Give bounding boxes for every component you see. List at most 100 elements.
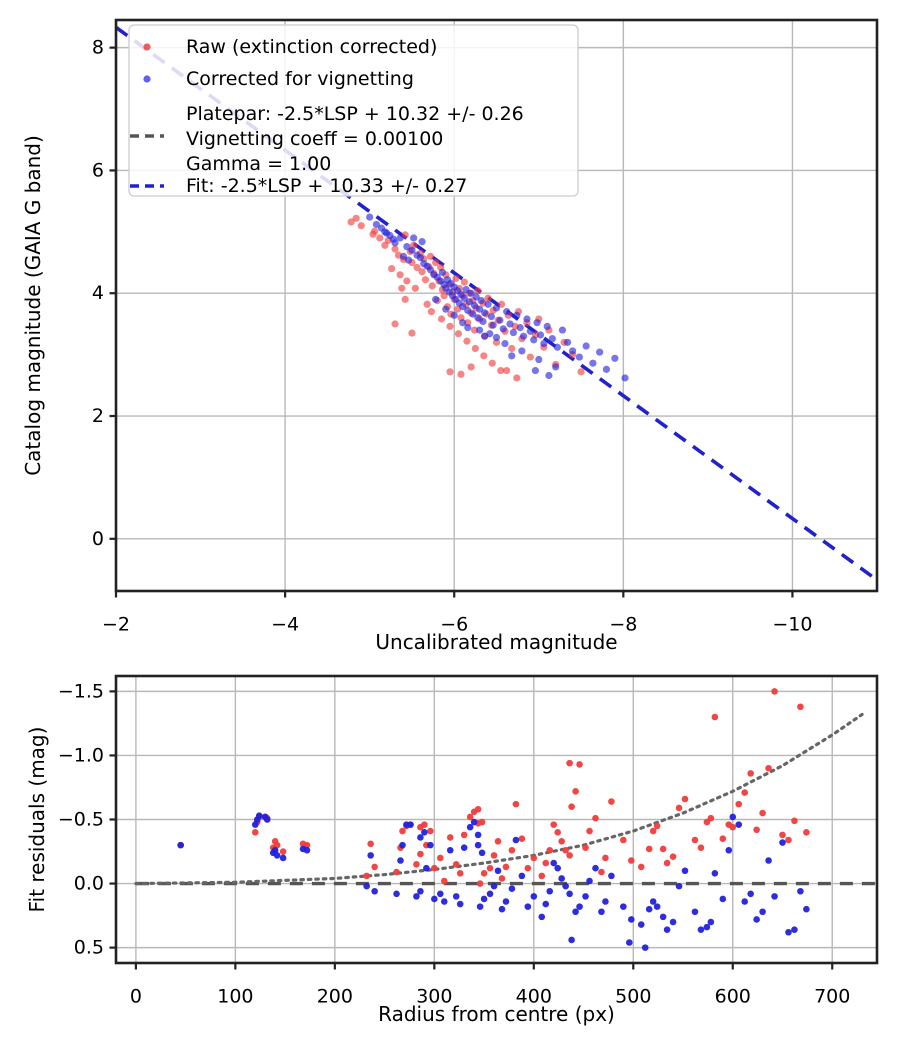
data-point bbox=[273, 852, 281, 859]
data-point bbox=[437, 890, 444, 898]
data-point bbox=[586, 827, 593, 835]
data-point bbox=[497, 366, 505, 375]
data-point bbox=[554, 829, 561, 836]
data-point bbox=[446, 834, 454, 841]
data-point bbox=[480, 895, 488, 903]
data-point bbox=[562, 882, 569, 890]
data-point bbox=[427, 308, 435, 316]
y-tick-label: 2 bbox=[92, 405, 104, 427]
data-point bbox=[598, 868, 605, 876]
data-point bbox=[393, 890, 400, 898]
data-point bbox=[797, 887, 804, 895]
data-point bbox=[413, 263, 421, 272]
data-point bbox=[437, 315, 446, 323]
data-point bbox=[464, 324, 472, 332]
data-point bbox=[404, 256, 413, 264]
data-point bbox=[785, 836, 792, 844]
data-point bbox=[608, 798, 615, 805]
data-point bbox=[432, 258, 440, 267]
data-point bbox=[418, 238, 426, 246]
data-point bbox=[479, 317, 487, 326]
data-point bbox=[602, 365, 611, 373]
line-vignetting-curve bbox=[134, 712, 864, 886]
data-point bbox=[372, 220, 381, 229]
data-point bbox=[572, 788, 579, 795]
x-axis-label: Radius from centre (px) bbox=[378, 1002, 615, 1026]
data-point bbox=[470, 301, 479, 310]
data-point bbox=[589, 359, 597, 367]
data-point bbox=[446, 322, 454, 330]
data-point bbox=[765, 764, 772, 772]
data-point bbox=[653, 903, 661, 910]
legend-box bbox=[128, 24, 579, 197]
data-point bbox=[741, 789, 748, 796]
data-point bbox=[681, 867, 689, 875]
data-point bbox=[480, 352, 488, 360]
y-tick-label: −1.5 bbox=[58, 680, 104, 702]
data-point bbox=[620, 836, 627, 844]
x-tick-label: 100 bbox=[217, 986, 253, 1008]
data-point bbox=[450, 311, 458, 319]
data-point bbox=[440, 877, 448, 885]
data-point bbox=[554, 864, 561, 872]
data-point bbox=[649, 827, 657, 835]
data-point bbox=[454, 330, 463, 338]
data-point bbox=[659, 845, 667, 853]
data-point bbox=[568, 803, 575, 810]
data-point bbox=[711, 713, 719, 721]
legend-label: Corrected for vignetting bbox=[186, 68, 414, 90]
data-point bbox=[669, 918, 677, 926]
data-point bbox=[725, 846, 733, 854]
data-point bbox=[645, 845, 653, 853]
data-point bbox=[558, 837, 565, 845]
data-point bbox=[177, 841, 184, 849]
data-point bbox=[592, 864, 599, 872]
data-point bbox=[459, 319, 467, 327]
data-point bbox=[663, 859, 671, 867]
data-point bbox=[492, 304, 501, 312]
data-point bbox=[747, 890, 754, 898]
data-point bbox=[797, 703, 804, 711]
data-point bbox=[508, 344, 516, 353]
data-point bbox=[417, 850, 424, 858]
y-tick-label: 0.0 bbox=[74, 873, 104, 895]
data-point bbox=[735, 821, 743, 828]
data-point bbox=[518, 835, 526, 843]
data-point bbox=[303, 846, 311, 854]
data-point bbox=[596, 348, 604, 356]
data-point bbox=[251, 829, 259, 836]
data-point bbox=[759, 908, 766, 916]
data-point bbox=[719, 895, 727, 903]
axes-spines bbox=[114, 18, 879, 593]
legend-marker-point bbox=[143, 75, 151, 83]
data-point bbox=[381, 228, 389, 236]
data-point bbox=[477, 296, 485, 305]
data-point bbox=[486, 890, 494, 898]
data-point bbox=[803, 829, 810, 836]
data-point bbox=[503, 366, 511, 375]
data-point bbox=[279, 848, 287, 855]
data-point bbox=[472, 293, 480, 301]
data-point bbox=[352, 214, 360, 222]
data-point bbox=[791, 926, 798, 933]
data-point bbox=[518, 872, 526, 880]
y-axis-label: Fit residuals (mag) bbox=[25, 727, 49, 913]
data-point bbox=[279, 854, 287, 862]
legend-label: Fit: -2.5*LSP + 10.33 +/- 0.27 bbox=[186, 175, 467, 197]
data-point bbox=[474, 314, 482, 322]
data-point bbox=[566, 759, 573, 767]
data-point bbox=[476, 880, 484, 887]
data-point bbox=[427, 841, 434, 849]
x-tick-label: 600 bbox=[715, 986, 751, 1008]
data-point bbox=[487, 312, 496, 321]
data-point bbox=[558, 326, 567, 334]
data-point bbox=[466, 813, 474, 821]
data-point bbox=[566, 852, 573, 859]
data-point bbox=[494, 867, 502, 875]
data-point bbox=[486, 864, 494, 872]
data-point bbox=[446, 846, 454, 854]
data-point bbox=[785, 928, 792, 936]
data-point bbox=[791, 817, 798, 825]
data-point bbox=[707, 814, 715, 822]
